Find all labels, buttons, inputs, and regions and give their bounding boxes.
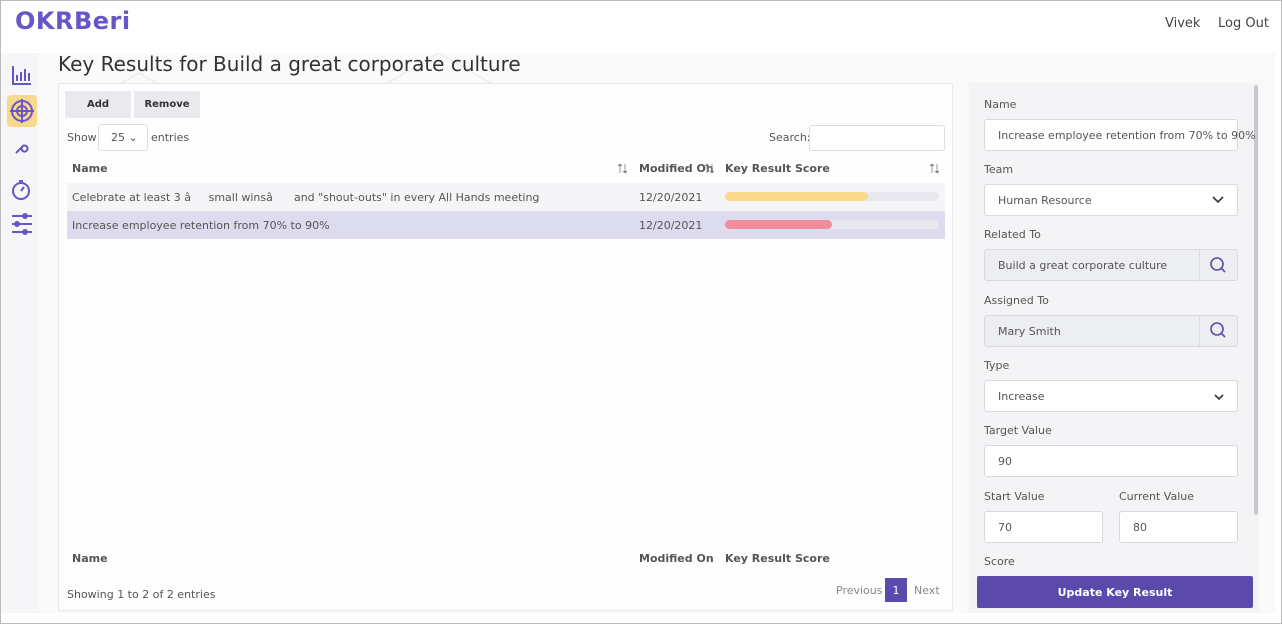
add-button[interactable]: Add	[65, 91, 131, 118]
table-row[interactable]: Celebrate at least 3 âsmall winsâ an…	[67, 183, 945, 211]
team-select[interactable]: Human Resource	[984, 184, 1238, 216]
sort-icons	[617, 163, 940, 174]
remove-button[interactable]: Remove	[134, 91, 200, 118]
field-label: Name	[984, 98, 1017, 111]
scrollbar[interactable]	[1254, 85, 1258, 515]
related-input[interactable]: Build a great corporate culture	[984, 249, 1238, 281]
field-label: Team	[984, 163, 1014, 176]
field-label: Start Value	[984, 490, 1045, 503]
previous-button[interactable]: Previous	[836, 584, 883, 597]
column-header[interactable]: Modified On	[639, 162, 714, 175]
score-bar	[725, 192, 869, 201]
assigned-input[interactable]: Mary Smith	[984, 315, 1238, 347]
target-input[interactable]: 90	[984, 445, 1238, 477]
row-name: Increase employee retention from 70% to …	[72, 219, 330, 232]
row-modified: 12/20/2021	[639, 191, 703, 204]
field-label: Score	[984, 555, 1015, 568]
score-bar	[725, 220, 832, 229]
field-label: Assigned To	[984, 294, 1049, 307]
user-menu[interactable]: Vivek	[1165, 16, 1201, 31]
page-button[interactable]: 1	[885, 578, 907, 602]
submit-button[interactable]: Update Key Result	[977, 576, 1253, 608]
column-header[interactable]: Name	[72, 162, 108, 175]
sidebar-icons	[7, 66, 37, 235]
search-input[interactable]	[809, 125, 945, 151]
start-input[interactable]: 70	[984, 511, 1103, 543]
name-input[interactable]: Increase employee retention from 70% to …	[984, 119, 1256, 151]
field-icons	[1199, 196, 1226, 347]
page-size-select[interactable]: 25 ⌄	[98, 124, 148, 151]
field-label: Type	[984, 359, 1010, 372]
field-label: Related To	[984, 228, 1041, 241]
field-label: Current Value	[1119, 490, 1195, 503]
table-info: Showing 1 to 2 of 2 entries	[67, 588, 216, 601]
score-track	[725, 192, 939, 201]
entries-label: entries	[151, 131, 190, 144]
table-panel	[58, 83, 953, 611]
next-button[interactable]: Next	[914, 584, 940, 597]
logout[interactable]: Log Out	[1218, 16, 1269, 31]
page-size: 25	[111, 131, 125, 144]
column-footer: Name	[72, 552, 108, 565]
search-label: Search:	[769, 131, 811, 144]
select-arrow	[1214, 394, 1224, 401]
sidebar	[1, 53, 39, 613]
score-track	[725, 220, 939, 229]
row-modified: 12/20/2021	[639, 219, 703, 232]
row-name: Celebrate at least 3 âsmall winsâ an…	[72, 191, 540, 204]
column-header[interactable]: Key Result Score	[725, 162, 830, 175]
field-label: Target Value	[984, 424, 1052, 437]
column-footer: Key Result Score	[725, 552, 830, 565]
page-title: Key Results for Build a great corporate …	[58, 52, 521, 76]
column-footer: Modified On	[639, 552, 714, 565]
current-input[interactable]: 80	[1119, 511, 1238, 543]
logo[interactable]: OKRBeri	[15, 7, 131, 35]
show-label: Show	[67, 131, 97, 144]
table-row[interactable]: Increase employee retention from 70% to …	[67, 211, 945, 239]
type-select[interactable]: Increase	[984, 380, 1238, 412]
